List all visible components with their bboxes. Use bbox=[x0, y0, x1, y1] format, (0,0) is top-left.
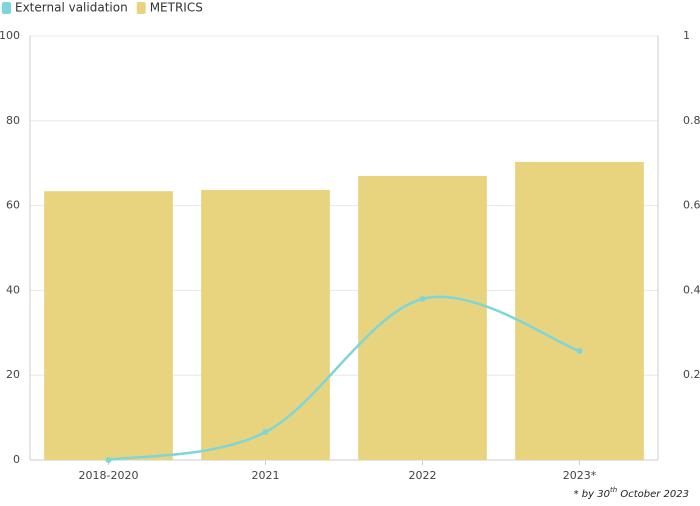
legend: External validation METRICS bbox=[2, 1, 203, 15]
y-tick-label: 80 bbox=[6, 114, 20, 127]
legend-swatch bbox=[136, 2, 146, 14]
bar bbox=[201, 189, 330, 461]
legend-swatch bbox=[2, 2, 11, 14]
x-tick-label: 2022 bbox=[409, 469, 437, 482]
point bbox=[262, 429, 269, 436]
legend-label: External validation bbox=[15, 1, 128, 15]
point bbox=[576, 348, 583, 355]
line bbox=[108, 295, 580, 462]
bar bbox=[358, 175, 487, 461]
legend-label: METRICS bbox=[150, 1, 203, 15]
x-tick-label: 2021 bbox=[252, 469, 280, 482]
point bbox=[419, 295, 426, 302]
point bbox=[105, 457, 112, 463]
y2-tick-label: 0.8 bbox=[683, 114, 700, 127]
y-tick-label: 20 bbox=[6, 368, 20, 381]
bar bbox=[515, 161, 644, 461]
bar bbox=[44, 191, 173, 460]
footnote-superscript: th bbox=[610, 486, 617, 494]
y2-tick-label: 0.4 bbox=[683, 283, 700, 296]
y-tick-label: 40 bbox=[6, 283, 20, 296]
x-tick-label: 2018-2020 bbox=[79, 469, 139, 482]
y-tick-label: 60 bbox=[6, 199, 20, 212]
footnote-text: October 2023 bbox=[617, 489, 689, 500]
x-tick-label: 2023* bbox=[563, 469, 597, 482]
footnote: * by 30th October 2023 bbox=[574, 486, 689, 500]
y2-tick-label: 0.6 bbox=[683, 199, 700, 212]
y2-tick-label: 0.2 bbox=[683, 368, 700, 381]
footnote-text: * by 30 bbox=[574, 489, 610, 500]
y2-tick-label: 1 bbox=[683, 29, 690, 42]
y-tick-label: 100 bbox=[0, 29, 20, 42]
y-tick-label: 0 bbox=[13, 453, 20, 466]
